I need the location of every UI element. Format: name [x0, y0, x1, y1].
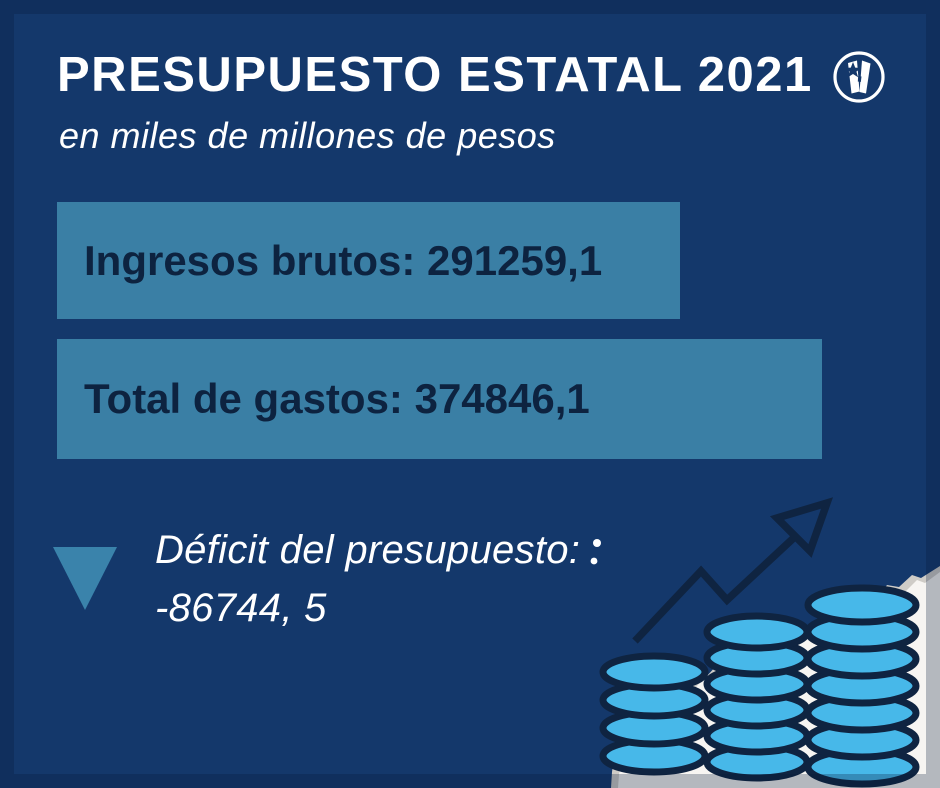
deficit-text: Déficit del presupuesto: -86744, 5 [155, 521, 580, 637]
coin-stack-medium [703, 612, 811, 782]
page-subtitle: en miles de millones de pesos [59, 115, 556, 157]
deficit-section: Déficit del presupuesto: -86744, 5 [53, 521, 580, 637]
deficit-line2: -86744, 5 [155, 586, 327, 630]
down-triangle-icon [53, 547, 117, 610]
brand-emblem-icon [832, 51, 886, 105]
white-dot [590, 557, 598, 565]
coin-stack-small [599, 652, 709, 776]
bar-total-gastos: Total de gastos: 374846,1 [57, 339, 822, 459]
deficit-line1: Déficit del presupuesto: [155, 528, 581, 572]
header: PRESUPUESTO ESTATAL 2021 en miles de mil… [57, 48, 813, 157]
bar-gastos-label: Total de gastos: 374846,1 [84, 375, 590, 422]
white-dot [593, 539, 601, 547]
bar-ingresos-label: Ingresos brutos: 291259,1 [84, 236, 603, 284]
torn-paper-corner [611, 566, 940, 788]
bar-ingresos-brutos: Ingresos brutos: 291259,1 [57, 202, 680, 319]
growth-arrow-icon [632, 497, 834, 644]
coin-stack-tall [804, 584, 920, 788]
page-title: PRESUPUESTO ESTATAL 2021 [57, 48, 813, 102]
